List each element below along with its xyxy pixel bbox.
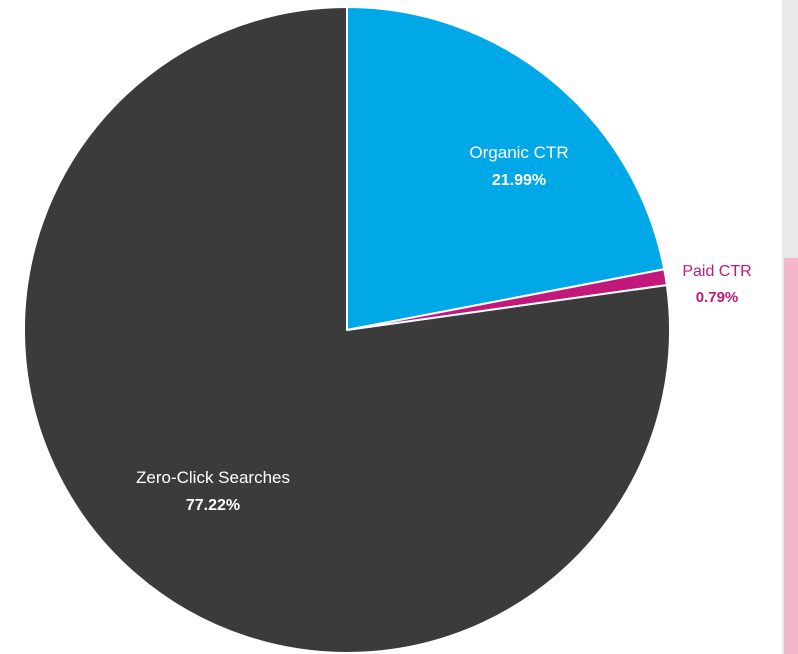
slice-value-organic-ctr: 21.99%	[492, 172, 546, 189]
slice-label-paid-ctr: Paid CTR	[682, 263, 751, 280]
slice-label-organic-ctr: Organic CTR	[469, 143, 568, 162]
pie-slices	[22, 6, 671, 654]
slice-value-paid-ctr: 0.79%	[696, 289, 739, 306]
pie-slice-zero-click-searches	[22, 6, 671, 654]
pie-slice-organic-ctr	[346, 6, 666, 331]
slice-label-zero-click-searches: Zero-Click Searches	[136, 468, 290, 487]
edge-strip-pink	[784, 258, 798, 654]
slice-value-zero-click-searches: 77.22%	[186, 497, 240, 514]
